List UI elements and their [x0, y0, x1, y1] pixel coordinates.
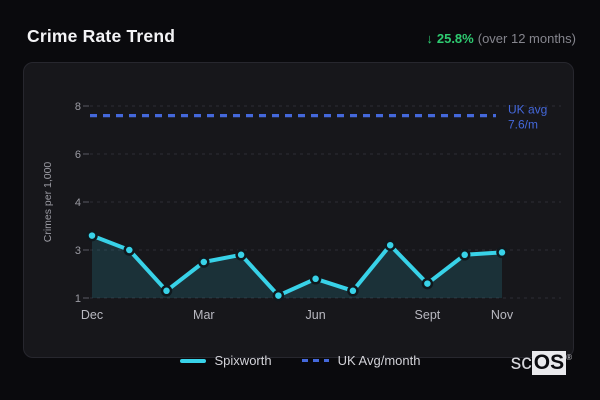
solid-line-swatch	[179, 358, 206, 363]
data-point	[198, 256, 210, 268]
data-point	[309, 273, 322, 285]
chart-card: 8 6 4 3 1 Crimes per 1,000 UK avg 7.6/m Dec Mar Ju…	[23, 62, 574, 358]
uk-avg-annotation-line1: UK avg	[508, 103, 547, 117]
trend-down-arrow-icon: ↓	[426, 31, 433, 46]
x-tick-label: Nov	[491, 308, 514, 322]
registered-mark: ®	[566, 353, 572, 362]
page-title: Crime Rate Trend	[27, 26, 176, 46]
x-tick-label: Sept	[415, 308, 441, 322]
data-point	[86, 229, 98, 242]
dashed-line-swatch	[301, 359, 329, 362]
data-point	[421, 277, 434, 290]
legend-item[interactable]: Spixworth	[179, 353, 272, 368]
data-point	[347, 285, 359, 297]
data-point	[123, 244, 136, 256]
logo-prefix: sc	[510, 351, 532, 374]
x-tick-label: Mar	[193, 308, 215, 322]
y-tick-label: 8	[75, 101, 81, 113]
y-tick-label: 4	[75, 197, 81, 209]
x-tick-label: Dec	[81, 308, 103, 322]
y-tick-label: 3	[75, 245, 81, 257]
y-axis-title: Crimes per 1,000	[42, 162, 54, 243]
y-tick-label: 6	[75, 149, 81, 161]
change-caption: (over 12 months)	[477, 31, 576, 46]
data-point	[384, 239, 396, 251]
chart-legend: Spixworth UK Avg/month	[0, 353, 600, 368]
area-fill	[92, 235, 502, 298]
uk-avg-annotation-line2: 7.6/m	[508, 118, 538, 132]
logo-suffix: OS	[531, 351, 567, 376]
change-percent: 25.8%	[436, 31, 474, 46]
change-stat: ↓ 25.8% (over 12 months)	[426, 31, 576, 46]
legend-label: UK Avg/month	[337, 353, 421, 368]
data-point	[235, 249, 247, 261]
data-point	[458, 249, 471, 261]
data-point	[496, 246, 508, 259]
spixworth-line	[90, 233, 504, 298]
brand-logo: sc OS ®	[510, 351, 572, 376]
y-tick-label: 1	[75, 293, 81, 305]
data-point	[160, 285, 173, 297]
x-tick-label: Jun	[306, 308, 326, 322]
legend-label: Spixworth	[214, 353, 272, 368]
data-point	[272, 289, 285, 302]
legend-item[interactable]: UK Avg/month	[301, 353, 421, 368]
